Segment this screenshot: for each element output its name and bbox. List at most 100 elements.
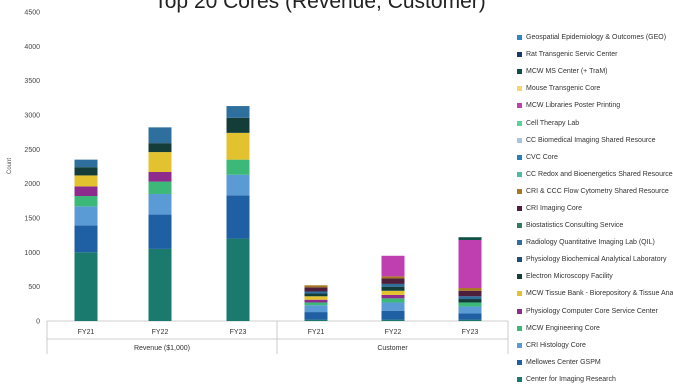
legend-item: MCW Engineering Core (517, 320, 673, 337)
legend-label: CC Biomedical Imaging Shared Resource (526, 136, 656, 144)
bar-segment (304, 302, 328, 306)
x-tick-label: FY21 (308, 329, 325, 336)
group-label: Customer (377, 345, 408, 352)
legend-label: Center for Imaging Research (526, 375, 616, 383)
bar-segment (458, 313, 482, 320)
bar-segment (226, 132, 250, 160)
bar-segment (458, 306, 482, 314)
chart-title: Top 20 Cores (Revenue, Customer) (154, 0, 486, 13)
legend-item: Center for Imaging Research (517, 371, 673, 388)
bar-segment (458, 302, 482, 307)
bar-segment (458, 288, 482, 291)
y-tick-label: 3500 (24, 78, 40, 85)
bar-segment (148, 193, 172, 215)
bar-segment (74, 186, 98, 197)
bar-segment (148, 127, 172, 144)
legend-label: CRI Histology Core (526, 341, 586, 349)
legend-item: MCW MS Center (+ TraM) (517, 63, 673, 80)
legend-item: Geospatial Epidemiology & Outcomes (GEO) (517, 29, 673, 46)
legend-label: Radiology Quantitative Imaging Lab (QIL) (526, 239, 655, 247)
legend-swatch (517, 103, 522, 109)
bar-segment (148, 152, 172, 172)
bar-segment (381, 302, 405, 311)
legend-item: Radiology Quantitative Imaging Lab (QIL) (517, 234, 673, 251)
bar-segment (458, 237, 482, 240)
y-tick-label: 1500 (24, 216, 40, 223)
bar-segment (458, 319, 482, 321)
y-axis-label: Count (7, 158, 13, 174)
y-tick-label: 3000 (24, 113, 40, 120)
bar-segment (226, 238, 250, 321)
legend-label: Mouse Transgenic Core (526, 85, 601, 93)
bar-segment (381, 319, 405, 321)
legend-item: Mouse Transgenic Core (517, 80, 673, 97)
legend-swatch (517, 86, 522, 92)
bar-segment (458, 296, 482, 300)
legend-swatch (517, 359, 522, 365)
legend-label: Electron Microscopy Facility (526, 273, 613, 281)
bar-segment (381, 298, 405, 303)
legend-swatch (517, 188, 522, 194)
bar-segment (304, 287, 328, 292)
legend-label: CVC Core (526, 153, 558, 161)
legend-label: Biostatistics Consulting Service (526, 222, 624, 230)
bar-segment (74, 206, 98, 226)
bar-segment (148, 171, 172, 182)
legend-label: CRI & CCC Flow Cytometry Shared Resource (526, 187, 669, 195)
x-tick-label: FY22 (385, 329, 402, 336)
legend-swatch (517, 308, 522, 314)
bar-segment (381, 278, 405, 284)
legend-label: MCW MS Center (+ TraM) (526, 68, 608, 76)
bar-segment (381, 276, 405, 279)
x-tick-label: FY21 (78, 329, 95, 336)
legend-item: MCW Libraries Poster Printing (517, 97, 673, 114)
bar-segment (304, 293, 328, 297)
bar-segment (74, 196, 98, 207)
legend-swatch (517, 257, 522, 263)
legend-item: CRI & CCC Flow Cytometry Shared Resource (517, 183, 673, 200)
bar-segment (458, 299, 482, 303)
chart-legend: Geospatial Epidemiology & Outcomes (GEO)… (517, 29, 673, 388)
bar-segment (381, 294, 405, 299)
bar-segment (381, 286, 405, 291)
legend-swatch (517, 137, 522, 143)
legend-item: CRI Imaging Core (517, 200, 673, 217)
legend-item: Electron Microscopy Facility (517, 268, 673, 285)
bar-segment (148, 214, 172, 249)
legend-item: Rat Transgenic Servic Center (517, 46, 673, 63)
bar-segment (304, 312, 328, 320)
y-tick-label: 500 (28, 284, 40, 291)
bar-segment (148, 181, 172, 194)
legend-swatch (517, 120, 522, 126)
x-tick-label: FY23 (462, 329, 479, 336)
legend-item: MCW Tissue Bank - Biorepository & Tissue… (517, 285, 673, 302)
legend-label: MCW Libraries Poster Printing (526, 102, 621, 110)
legend-swatch (517, 240, 522, 246)
bar-segment (226, 159, 250, 175)
legend-swatch (517, 325, 522, 331)
bar-segment (226, 195, 250, 239)
legend-item: CRI Histology Core (517, 337, 673, 354)
bar-segment (458, 290, 482, 297)
bar-segment (304, 296, 328, 300)
legend-swatch (517, 376, 522, 382)
y-tick-label: 2500 (24, 147, 40, 154)
bar-segment (148, 248, 172, 321)
legend-swatch (517, 274, 522, 280)
legend-label: Physiology Biochemical Analytical Labora… (526, 256, 667, 264)
legend-label: Physiology Computer Core Service Center (526, 307, 658, 315)
stacked-bar-chart: 0 500 1000 1500 2000 2500 3000 3500 4000 4500 Coun… (7, 10, 509, 354)
y-tick-label: 4000 (24, 44, 40, 51)
bar-segment (74, 175, 98, 187)
legend-item: Cell Therapy Lab (517, 114, 673, 131)
legend-swatch (517, 35, 522, 41)
legend-swatch (517, 52, 522, 58)
legend-swatch (517, 171, 522, 177)
bar-segment (74, 252, 98, 321)
legend-swatch (517, 205, 522, 211)
bar-segment (304, 299, 328, 303)
bar-segment (381, 283, 405, 287)
bar-segment (304, 319, 328, 321)
legend-label: Cell Therapy Lab (526, 119, 580, 127)
bar-segment (74, 225, 98, 253)
